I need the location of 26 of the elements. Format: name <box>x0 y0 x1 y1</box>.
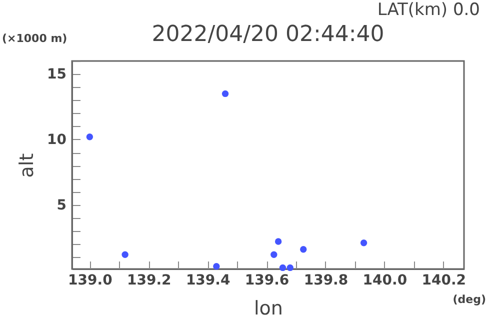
x-tick-label: 139.0 <box>68 272 113 288</box>
x-tick-label: 139.2 <box>126 272 172 288</box>
point <box>86 134 94 140</box>
y-axis-title: alt <box>16 153 38 178</box>
y-tick-label: 15 <box>47 66 66 83</box>
y-tick-label: 5 <box>56 197 66 214</box>
text: (×1000 m) <box>2 32 68 45</box>
text: LAT(km) 0.0 <box>377 0 480 20</box>
point <box>274 238 282 245</box>
point <box>360 239 368 246</box>
point <box>279 264 286 272</box>
chart-title: 2022/04/20 02:44:40 <box>152 22 384 47</box>
x-axis-title: lon <box>254 298 283 320</box>
point <box>222 90 229 98</box>
point <box>286 264 294 272</box>
point <box>122 251 128 258</box>
point <box>213 263 220 270</box>
point <box>300 246 307 253</box>
x-tick-label: 139.6 <box>244 272 290 288</box>
y-tick-label: 10 <box>47 132 67 148</box>
x-tick-label: 139.4 <box>186 272 230 288</box>
point <box>270 251 278 258</box>
text: (deg) <box>452 293 486 306</box>
x-tick-label: 140.2 <box>422 272 466 288</box>
x-tick-label: 140.0 <box>362 272 408 288</box>
x-tick-label: 139.8 <box>304 272 348 288</box>
